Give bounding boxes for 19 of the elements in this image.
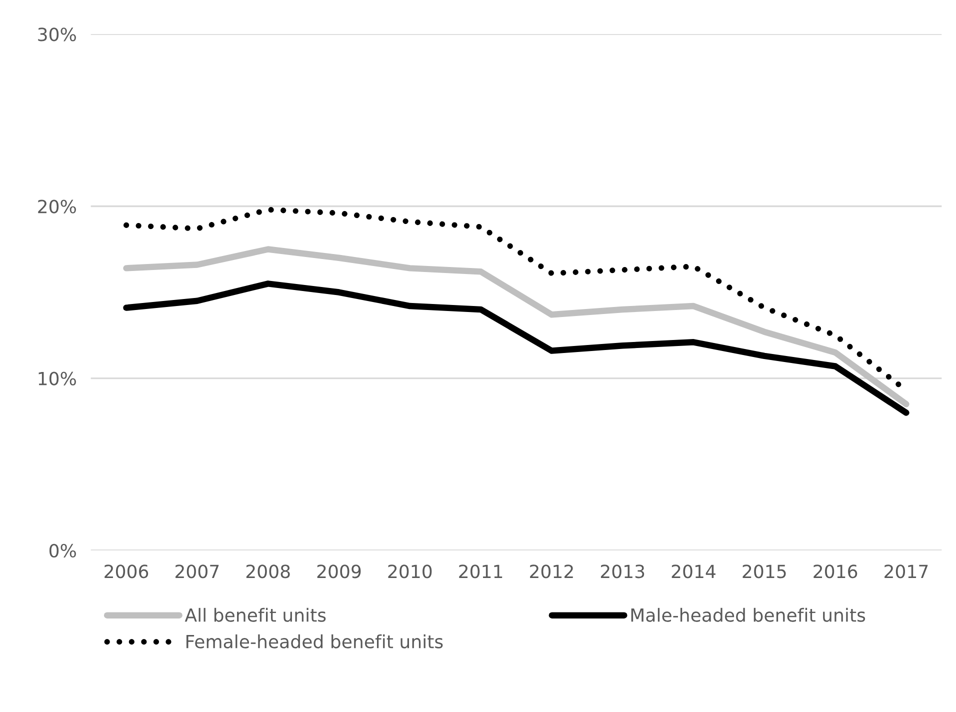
legend-label: Male-headed benefit units [631, 608, 866, 622]
x-tick-label: 2007 [176, 564, 219, 578]
y-tick-label: 30% [38, 28, 76, 42]
x-tick-label: 2006 [104, 564, 148, 578]
legend-label: All benefit units [184, 608, 326, 622]
x-tick-label: 2017 [884, 564, 928, 578]
x-tick-label: 2012 [530, 564, 573, 578]
x-tick-label: 2010 [388, 564, 432, 578]
y-tick-label: 0% [49, 544, 76, 558]
x-tick-label: 2013 [600, 564, 644, 578]
y-tick-label: 10% [38, 372, 76, 386]
y-tick-label: 20% [38, 200, 76, 214]
x-tick-label: 2011 [459, 564, 502, 578]
legend-label: Female-headed benefit units [186, 634, 443, 648]
x-tick-label: 2015 [742, 564, 786, 578]
x-tick-label: 2014 [672, 564, 716, 578]
x-tick-label: 2016 [814, 564, 858, 578]
x-tick-label: 2009 [317, 564, 361, 578]
x-tick-label: 2008 [246, 564, 290, 578]
